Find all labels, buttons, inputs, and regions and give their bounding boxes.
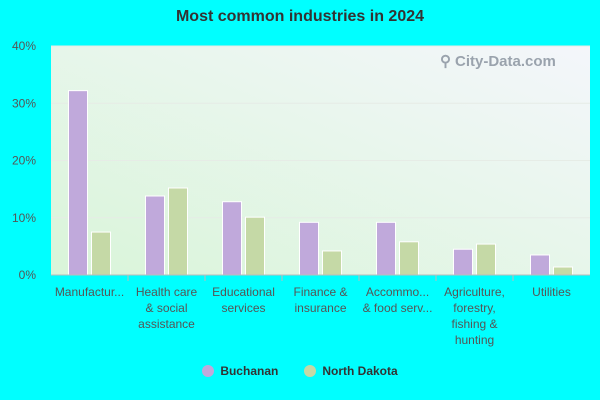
- x-tick-label: Educational services: [212, 285, 275, 315]
- magnifier-icon: ⚲: [440, 53, 451, 70]
- bar-north-dakota: [476, 243, 496, 276]
- bar-buchanan: [530, 254, 550, 276]
- y-tick-label: 30%: [12, 96, 36, 110]
- legend-swatch-buchanan: [202, 365, 215, 377]
- bar-north-dakota: [168, 187, 188, 276]
- x-tick-label: Health care & social assistance: [136, 285, 198, 331]
- legend-label-north-dakota: North Dakota: [322, 364, 398, 378]
- bar-north-dakota: [553, 266, 573, 276]
- watermark: ⚲ City-Data.com: [440, 52, 556, 71]
- bar-north-dakota: [245, 216, 265, 276]
- y-tick-label: 10%: [12, 211, 36, 225]
- legend: Buchanan North Dakota: [0, 364, 600, 378]
- x-tick-label: Manufactur...: [55, 285, 124, 299]
- y-tick-label: 40%: [12, 39, 36, 53]
- bar-buchanan: [145, 195, 165, 276]
- bar-buchanan: [453, 248, 473, 276]
- bar-buchanan: [68, 90, 88, 276]
- bar-buchanan: [376, 221, 396, 276]
- watermark-text: City-Data.com: [455, 52, 556, 70]
- y-tick-label: 0%: [19, 268, 37, 282]
- bar-north-dakota: [91, 231, 111, 276]
- x-tick-label: Finance & insurance: [293, 285, 347, 315]
- bar-buchanan: [299, 221, 319, 276]
- x-tick-label: Agriculture, forestry, fishing & hunting: [444, 285, 505, 347]
- legend-label-buchanan: Buchanan: [220, 364, 279, 378]
- x-tick-label: Accommo... & food serv...: [363, 285, 433, 315]
- bar-north-dakota: [399, 241, 419, 276]
- chart-title: Most common industries in 2024: [175, 8, 425, 25]
- legend-swatch-north-dakota: [304, 365, 317, 377]
- legend-item-buchanan: Buchanan: [202, 364, 278, 378]
- y-tick-label: 20%: [12, 154, 36, 168]
- x-tick-label: Utilities: [532, 285, 571, 299]
- legend-item-north-dakota: North Dakota: [304, 364, 398, 378]
- bar-north-dakota: [322, 250, 342, 276]
- bar-buchanan: [222, 201, 242, 276]
